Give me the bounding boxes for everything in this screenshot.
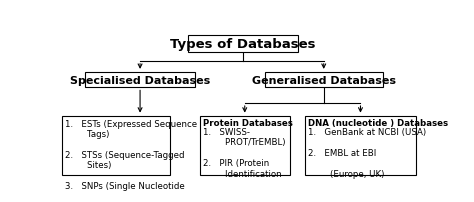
Text: 1.   ESTs (Expressed Sequence
        Tags)

2.   STSs (Sequence-Tagged
        : 1. ESTs (Expressed Sequence Tags) 2. STS… [65, 119, 197, 190]
FancyBboxPatch shape [85, 73, 195, 88]
Text: 1.   GenBank at NCBI (USA)

2.   EMBL at EBI

        (Europe, UK): 1. GenBank at NCBI (USA) 2. EMBL at EBI … [308, 127, 427, 178]
Text: Protein Databases: Protein Databases [203, 119, 292, 128]
FancyBboxPatch shape [200, 116, 290, 175]
Text: Types of Databases: Types of Databases [170, 38, 316, 51]
FancyBboxPatch shape [188, 36, 298, 53]
Text: DNA (nucleotide ) Databases: DNA (nucleotide ) Databases [308, 119, 448, 128]
FancyBboxPatch shape [265, 73, 383, 88]
Text: Specialised Databases: Specialised Databases [70, 75, 210, 85]
Text: 1.   SWISS-
        PROT/TrEMBL)

2.   PIR (Protein
        Identification: 1. SWISS- PROT/TrEMBL) 2. PIR (Protein I… [203, 127, 285, 178]
FancyBboxPatch shape [305, 116, 416, 175]
Text: Generalised Databases: Generalised Databases [252, 75, 396, 85]
FancyBboxPatch shape [62, 116, 170, 175]
